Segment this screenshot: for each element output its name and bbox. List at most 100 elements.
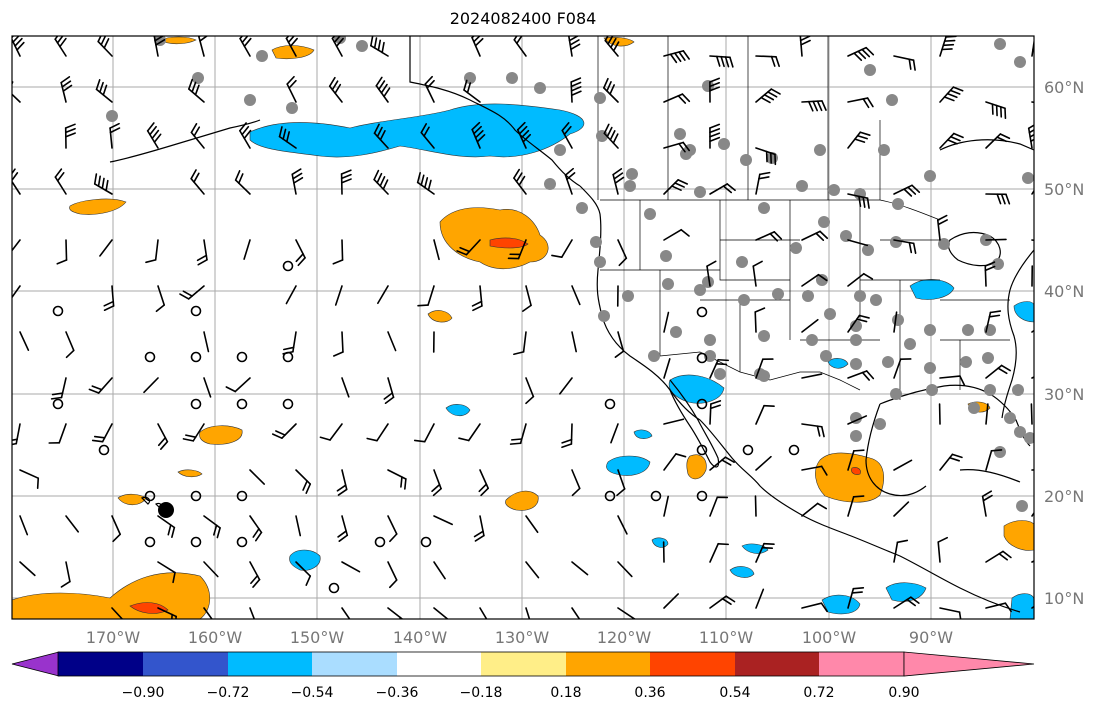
wind-barb — [463, 79, 481, 103]
station-dot — [758, 202, 770, 214]
positive-anomaly-hawaii — [199, 425, 243, 445]
colorbar-label: 0.54 — [719, 685, 750, 701]
wind-barb — [939, 607, 962, 619]
station-dot — [962, 324, 974, 336]
coastlines — [109, 36, 1034, 613]
station-dot — [924, 170, 936, 182]
positive-anomaly-small — [159, 36, 197, 45]
map-title: 2024082400 F084 — [449, 9, 597, 28]
wind-barb — [331, 36, 344, 57]
positive-anomaly-mexico — [815, 452, 884, 503]
wind-barb — [99, 239, 113, 257]
positive-core-north-pacific — [489, 237, 529, 249]
lat-label-20: 20°N — [1044, 487, 1084, 506]
station-dot — [738, 294, 750, 306]
wind-barb — [341, 377, 350, 398]
wind-barb — [985, 449, 1003, 471]
station-dot — [878, 144, 890, 156]
lat-label-30: 30°N — [1044, 385, 1084, 404]
wind-barb — [939, 453, 963, 471]
station-dot — [850, 430, 862, 442]
wind-barb — [375, 76, 391, 103]
station-dot — [992, 258, 1004, 270]
wind-barb — [182, 423, 205, 442]
wind-barb — [456, 239, 481, 256]
station-dot — [670, 326, 682, 338]
coastline-alaska — [409, 36, 581, 187]
wind-barb — [752, 260, 763, 287]
calm-wind-circle — [98, 444, 110, 456]
wind-barb — [936, 214, 948, 241]
colorbar-segment — [228, 652, 312, 676]
wind-barb — [19, 331, 30, 351]
border-us-states — [600, 200, 1010, 400]
wind-barb — [387, 607, 404, 619]
negative-anomaly-gulf-of-alaska — [249, 103, 585, 158]
station-dot — [740, 154, 752, 166]
colorbar-label: 0.90 — [888, 685, 919, 701]
calm-wind-circle — [282, 260, 294, 272]
wind-barb — [801, 318, 819, 333]
wind-barb — [847, 131, 871, 149]
wind-barb — [663, 311, 670, 333]
wind-barb — [286, 75, 297, 103]
wind-barb — [479, 607, 488, 619]
calm-wind-circle — [236, 536, 248, 548]
wind-barb — [387, 469, 407, 490]
wind-barb — [939, 375, 966, 386]
calm-wind-circle — [236, 398, 248, 410]
wind-barb — [801, 373, 823, 379]
wind-barb — [295, 515, 302, 537]
positive-core-mexico — [851, 467, 861, 475]
wind-barb — [754, 495, 757, 517]
wind-barb — [145, 239, 159, 264]
positive-anomaly-caribbean — [1003, 520, 1034, 551]
calm-wind-circle — [420, 536, 432, 548]
wind-barb — [617, 607, 636, 619]
station-dot — [1014, 56, 1026, 68]
wind-barb — [985, 550, 1012, 563]
wind-barb — [332, 239, 344, 265]
wind-barb — [88, 377, 113, 394]
colorbar-segment — [566, 652, 650, 676]
wind-barb — [1031, 329, 1034, 333]
station-dot — [702, 276, 714, 288]
colorbar-label: 0.72 — [803, 685, 834, 701]
station-dot — [256, 50, 268, 62]
wind-barb — [847, 193, 870, 209]
station-dot — [892, 314, 904, 326]
station-dot — [106, 110, 118, 122]
wind-barb — [12, 239, 21, 252]
colorbar-segment — [481, 652, 566, 676]
lon-label-150w: 150°W — [290, 628, 345, 647]
calm-wind-circle — [650, 490, 662, 502]
calm-wind-circle — [190, 351, 202, 363]
lon-label-130w: 130°W — [495, 628, 550, 647]
wind-barb — [617, 515, 628, 535]
wind-barb — [709, 595, 736, 609]
wind-barb — [157, 607, 177, 619]
wind-barb — [709, 496, 729, 517]
station-dot — [796, 180, 808, 192]
wind-barb — [985, 133, 1011, 149]
colorbar-segment — [819, 652, 904, 676]
station-dot — [714, 368, 726, 380]
wind-barb — [203, 331, 210, 353]
wind-barb — [617, 561, 633, 578]
station-dot — [1024, 432, 1034, 444]
wind-barb — [249, 561, 261, 588]
wind-barb — [801, 502, 828, 517]
wind-barb — [755, 88, 781, 104]
wind-barb — [847, 239, 869, 247]
station-dot — [802, 290, 814, 302]
wind-barb — [709, 542, 729, 563]
wind-barb — [157, 515, 176, 538]
positive-anomaly-baja — [686, 454, 707, 480]
station-dot — [862, 244, 874, 256]
calm-wind-circle — [236, 490, 248, 502]
wind-barb — [564, 167, 576, 195]
wind-barb — [984, 261, 996, 287]
wind-barb — [939, 86, 964, 103]
lon-label-170w: 170°W — [86, 628, 141, 647]
lon-label-100w: 100°W — [802, 628, 857, 647]
